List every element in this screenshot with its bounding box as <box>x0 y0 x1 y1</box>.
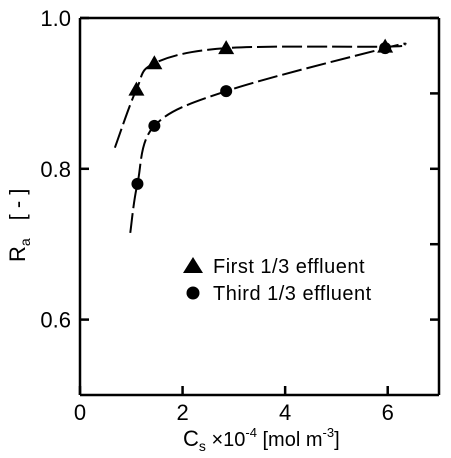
data-point-circle <box>131 177 144 190</box>
legend-circle-marker <box>186 286 200 300</box>
legend: First 1/3 effluent Third 1/3 effluent <box>183 256 372 305</box>
x-tick-label: 6 <box>382 400 394 425</box>
tick-labels: 0 2 4 6 0.6 0.8 1.0 <box>40 6 393 425</box>
legend-label-first: First 1/3 effluent <box>213 256 365 278</box>
legend-label-third: Third 1/3 effluent <box>213 283 372 305</box>
y-tick-label: 0.8 <box>40 157 71 182</box>
data-point-circle <box>148 119 161 132</box>
fitted-curve-first <box>113 43 407 149</box>
data-point-triangle <box>146 55 163 70</box>
x-axis-title: Cs ×10-4 [mol m-3] <box>183 425 340 454</box>
y-tick-label: 1.0 <box>40 6 71 31</box>
x-tick-label: 4 <box>279 400 291 425</box>
data-point-triangle <box>218 40 235 55</box>
data-point-circle <box>379 42 392 55</box>
x-tick-label: 0 <box>74 400 86 425</box>
data-point-circle <box>220 85 233 98</box>
fitted-curve-third <box>129 42 407 234</box>
x-tick-label: 2 <box>176 400 188 425</box>
data-point-triangle <box>128 81 145 96</box>
y-tick-label: 0.6 <box>40 308 71 333</box>
y-axis-title: Ra[ - ] <box>5 189 33 262</box>
data-markers <box>128 38 394 190</box>
plot-frame <box>78 16 441 397</box>
legend-triangle-marker <box>183 257 203 273</box>
axis-ticks <box>78 16 439 395</box>
fitted-curves <box>113 42 407 234</box>
